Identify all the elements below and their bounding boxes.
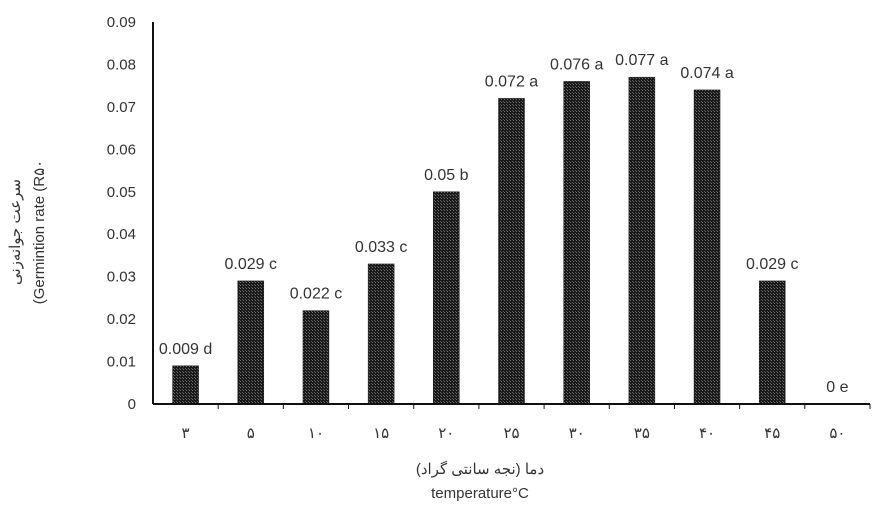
y-tick-label: 0.03 <box>107 269 136 286</box>
y-tick-label: 0.04 <box>107 226 136 243</box>
bar <box>693 89 721 405</box>
y-tick-label: 0.02 <box>107 311 136 328</box>
x-tick-label: ۳۵ <box>634 425 650 442</box>
data-label: 0.074 a <box>680 65 733 82</box>
data-label: 0.077 a <box>615 52 668 69</box>
y-tick-label: 0.01 <box>107 354 136 371</box>
bars <box>172 76 786 405</box>
x-tick-label: ۱۵ <box>373 425 389 442</box>
x-tick-label: ۳۰ <box>569 425 585 442</box>
y-axis-ticks: 0 0.01 0.02 0.03 0.04 0.05 0.06 0.07 0.08 0.09 <box>107 14 136 413</box>
data-labels: 0.009 d 0.029 c 0.022 c 0.033 c 0.05 b 0.072 … <box>159 52 849 396</box>
x-tick-label: ۲۰ <box>438 425 454 442</box>
data-label: 0.05 b <box>424 167 469 184</box>
bar <box>433 191 460 405</box>
data-label: 0.009 d <box>159 341 212 358</box>
y-tick-label: 0.06 <box>107 141 136 158</box>
data-label: 0.029 c <box>746 256 798 273</box>
y-axis-title-line1: سرعت جوانه‌زنی <box>7 179 24 285</box>
bar <box>563 81 590 405</box>
data-label: 0.033 c <box>355 239 407 256</box>
x-tick-label: ۵۰ <box>829 425 845 442</box>
x-tick-label: ۵ <box>247 425 255 442</box>
x-tick-label: ۳ <box>182 425 190 442</box>
y-axis-title-line2: (Germintion rate (R۵۰ <box>31 160 48 304</box>
y-tick-label: 0.07 <box>107 99 136 116</box>
data-label: 0.022 c <box>290 286 342 303</box>
x-tick-label: ۱۰ <box>308 425 324 442</box>
y-tick-label: 0 <box>128 396 136 413</box>
data-label: 0 e <box>826 379 848 396</box>
x-axis-title-line1: دما (نجه سانتی گراد) <box>416 460 544 478</box>
bar <box>302 310 330 405</box>
bar <box>498 98 525 405</box>
bar <box>237 280 265 405</box>
x-axis-title-line2: temperature°C <box>431 485 529 502</box>
data-label: 0.076 a <box>550 56 603 73</box>
x-tick-label: ۴۵ <box>764 425 780 442</box>
y-tick-label: 0.05 <box>107 184 136 201</box>
x-tick-label: ۲۵ <box>503 425 519 442</box>
x-tick-label: ۴۰ <box>699 425 715 442</box>
data-label: 0.072 a <box>485 73 538 90</box>
bar <box>758 280 786 405</box>
bar <box>172 365 199 405</box>
y-tick-label: 0.08 <box>107 56 136 73</box>
y-tick-label: 0.09 <box>107 14 136 31</box>
data-label: 0.029 c <box>225 256 277 273</box>
bar <box>628 76 656 405</box>
x-axis-ticks: ۳ ۵ ۱۰ ۱۵ ۲۰ ۲۵ ۳۰ ۳۵ ۴۰ ۴۵ ۵۰ <box>182 404 871 442</box>
bar <box>367 263 395 405</box>
